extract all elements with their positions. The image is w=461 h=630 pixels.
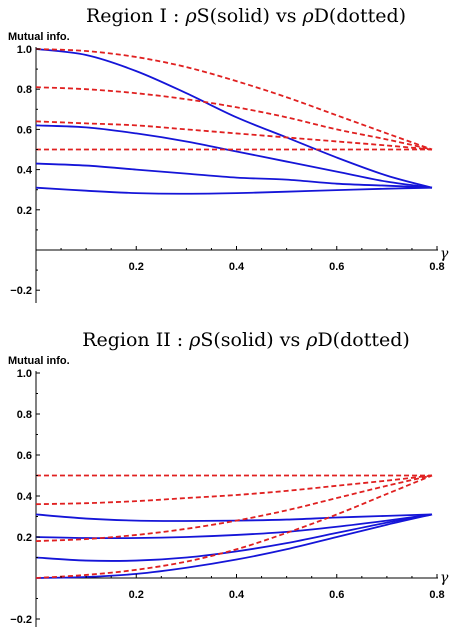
x-axis-label: γ xyxy=(440,570,449,586)
x-tick-label: 0.6 xyxy=(329,261,344,273)
dotted-series-line-8 xyxy=(35,474,433,579)
solid-series-line-3 xyxy=(35,513,433,562)
chart-region-1: Region I : ρS(solid) vs ρD(dotted) Mutua… xyxy=(8,5,449,303)
y-tick-label: −0.2 xyxy=(10,285,32,297)
series-layer xyxy=(35,48,433,195)
x-tick-label: 0.8 xyxy=(429,261,444,273)
x-tick-label: 0.4 xyxy=(229,261,245,273)
x-tick-label: 0.8 xyxy=(429,589,444,601)
y-tick-label: 1.0 xyxy=(17,368,32,380)
dotted-series-line-7 xyxy=(35,474,433,542)
dotted-series-line-6 xyxy=(35,474,433,506)
y-tick-label: 0.8 xyxy=(17,84,32,96)
dotted-series-line-6 xyxy=(35,86,433,151)
y-tick-label: −0.2 xyxy=(10,614,32,626)
y-tick-label: 0.8 xyxy=(17,409,32,421)
y-tick-label: 0.4 xyxy=(17,165,33,177)
ticks-layer: 0.2 0.4 0.6 0.8 −0.2 0.2 0.4 0.6 0.8 1.0 xyxy=(10,368,444,626)
solid-series-line-1 xyxy=(35,513,433,522)
chart-title: Region I : ρS(solid) vs ρD(dotted) xyxy=(86,5,406,27)
x-tick-label: 0.6 xyxy=(329,589,344,601)
series-layer xyxy=(35,474,433,579)
solid-series-line-4 xyxy=(35,186,433,195)
ticks-layer: 0.2 0.4 0.6 0.8 −0.2 0.2 0.4 0.6 0.8 1.0 xyxy=(10,44,444,297)
solid-series-line-4 xyxy=(35,513,433,579)
solid-series-line-2 xyxy=(35,124,433,189)
y-tick-label: 0.6 xyxy=(17,124,32,136)
chart-region-2: Region II : ρS(solid) vs ρD(dotted) Mutu… xyxy=(8,329,449,627)
y-tick-label: 1.0 xyxy=(17,44,32,56)
solid-series-line-1 xyxy=(35,48,433,189)
x-axis-label: γ xyxy=(440,246,449,262)
y-axis-label: Mutual info. xyxy=(8,355,70,367)
solid-series-line-3 xyxy=(35,162,433,189)
y-axis-label: Mutual info. xyxy=(8,31,70,43)
y-tick-label: 0.6 xyxy=(17,450,32,462)
y-tick-label: 0.2 xyxy=(17,532,32,544)
x-tick-label: 0.2 xyxy=(129,589,144,601)
y-tick-label: 0.4 xyxy=(17,491,33,503)
dotted-series-line-5 xyxy=(35,48,433,151)
y-tick-label: 0.2 xyxy=(17,205,32,217)
dotted-series-line-7 xyxy=(35,120,433,151)
x-tick-label: 0.4 xyxy=(229,589,245,601)
x-tick-label: 0.2 xyxy=(129,261,144,273)
chart-title: Region II : ρS(solid) vs ρD(dotted) xyxy=(82,329,410,351)
